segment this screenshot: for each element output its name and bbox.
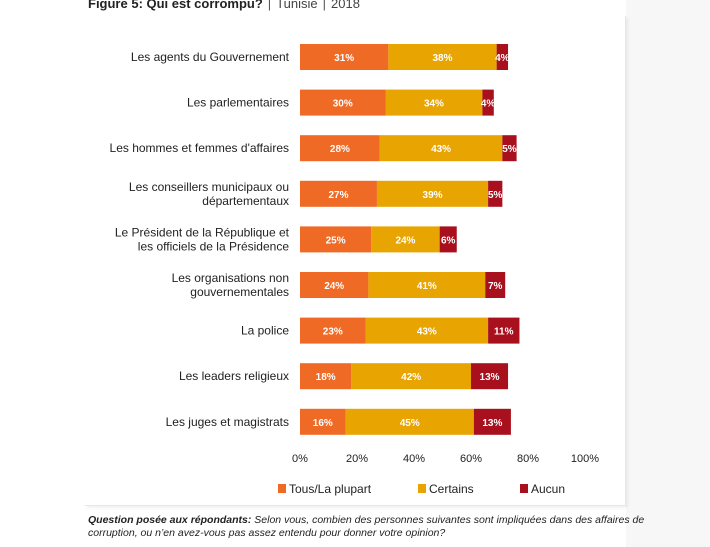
figure-title-main: Figure 5: Qui est corrompu? <box>88 0 263 11</box>
data-label: 31% <box>334 53 354 64</box>
data-label: 7% <box>488 281 503 292</box>
footnote-label: Question posée aux répondants: <box>88 514 252 526</box>
bar-segment-2 <box>385 89 483 116</box>
x-tick-label: 100% <box>571 453 599 465</box>
bar-segment-3 <box>496 44 509 70</box>
category-label: Le Président de la République et les offi… <box>115 225 290 253</box>
category-label: Les conseillers municipaux ou département… <box>129 180 289 208</box>
bar-segment-1 <box>300 89 386 116</box>
bar-segment-3 <box>482 89 494 116</box>
data-label: 27% <box>328 190 348 201</box>
category-label: La police <box>241 324 289 338</box>
category-label: Les juges et magistrats <box>166 415 289 429</box>
category-label: Les agents du Gouvernement <box>131 50 290 64</box>
bar-segment-3 <box>488 180 503 207</box>
bar-segment-1 <box>300 272 369 298</box>
data-label: 18% <box>316 372 336 383</box>
figure-country: Tunisie <box>276 0 318 11</box>
bar-segment-1 <box>300 226 372 253</box>
data-label: 5% <box>488 190 503 201</box>
title-separator: | <box>322 0 327 11</box>
legend-swatch <box>418 484 426 493</box>
data-label: 6% <box>441 235 456 246</box>
bar-segment-1 <box>300 135 380 162</box>
x-tick-label: 80% <box>517 453 539 465</box>
data-label: 16% <box>313 418 333 429</box>
bar-segment-3 <box>439 226 457 253</box>
category-label: Les organisations non gouvernementales <box>172 271 289 299</box>
background-decoration <box>626 0 710 547</box>
bar-segment-3 <box>502 135 517 162</box>
data-label: 13% <box>480 372 500 383</box>
data-label: 43% <box>431 144 451 155</box>
category-label: Les parlementaires <box>187 96 289 110</box>
data-label: 25% <box>326 235 346 246</box>
footnote: Question posée aux répondants: Selon vou… <box>88 514 648 540</box>
bar-segment-3 <box>485 272 506 298</box>
bar-segment-2 <box>345 408 474 435</box>
bar-segment-2 <box>365 317 489 344</box>
bar-segment-3 <box>488 317 520 344</box>
bar-segment-2 <box>388 44 497 70</box>
data-label: 38% <box>432 53 452 64</box>
data-label: 24% <box>324 281 344 292</box>
data-label: 43% <box>417 327 437 338</box>
legend-label: Aucun <box>531 482 565 496</box>
legend-label: Certains <box>429 482 474 496</box>
bar-segment-3 <box>471 363 509 390</box>
data-label: 42% <box>401 372 421 383</box>
data-label: 34% <box>424 99 444 110</box>
figure-year: 2018 <box>331 0 360 11</box>
x-tick-label: 20% <box>346 453 368 465</box>
data-label: 4% <box>495 53 510 64</box>
data-label: 11% <box>494 327 514 338</box>
bar-segment-1 <box>300 180 377 207</box>
legend-swatch <box>278 484 286 493</box>
x-tick-label: 40% <box>403 453 425 465</box>
bar-segment-1 <box>300 408 346 435</box>
x-tick-label: 60% <box>460 453 482 465</box>
footnote-text: Selon vous, combien des personnes suivan… <box>88 514 645 539</box>
data-label: 24% <box>395 235 415 246</box>
bar-segment-3 <box>473 408 511 435</box>
data-label: 13% <box>482 418 502 429</box>
bar-segment-2 <box>351 363 471 390</box>
legend-label: Tous/La plupart <box>289 482 372 496</box>
bar-segment-1 <box>300 317 366 344</box>
data-label: 30% <box>333 99 353 110</box>
bar-segment-2 <box>376 180 489 207</box>
legend-swatch <box>520 484 528 493</box>
bar-segment-2 <box>379 135 503 162</box>
data-label: 4% <box>481 99 496 110</box>
category-label: Les leaders religieux <box>179 369 289 383</box>
data-label: 39% <box>423 190 443 201</box>
title-separator: | <box>267 0 272 11</box>
bar-segment-1 <box>300 44 389 70</box>
category-label: Les hommes et femmes d'affaires <box>110 141 289 155</box>
figure-title: Figure 5: Qui est corrompu? | Tunisie | 2018 <box>88 0 360 11</box>
bar-segment-2 <box>371 226 440 253</box>
data-label: 23% <box>323 327 343 338</box>
data-label: 5% <box>502 144 517 155</box>
bar-segment-2 <box>368 272 486 298</box>
x-tick-label: 0% <box>292 453 308 465</box>
data-label: 28% <box>330 144 350 155</box>
data-label: 41% <box>417 281 437 292</box>
bar-segment-1 <box>300 363 352 390</box>
data-label: 45% <box>400 418 420 429</box>
